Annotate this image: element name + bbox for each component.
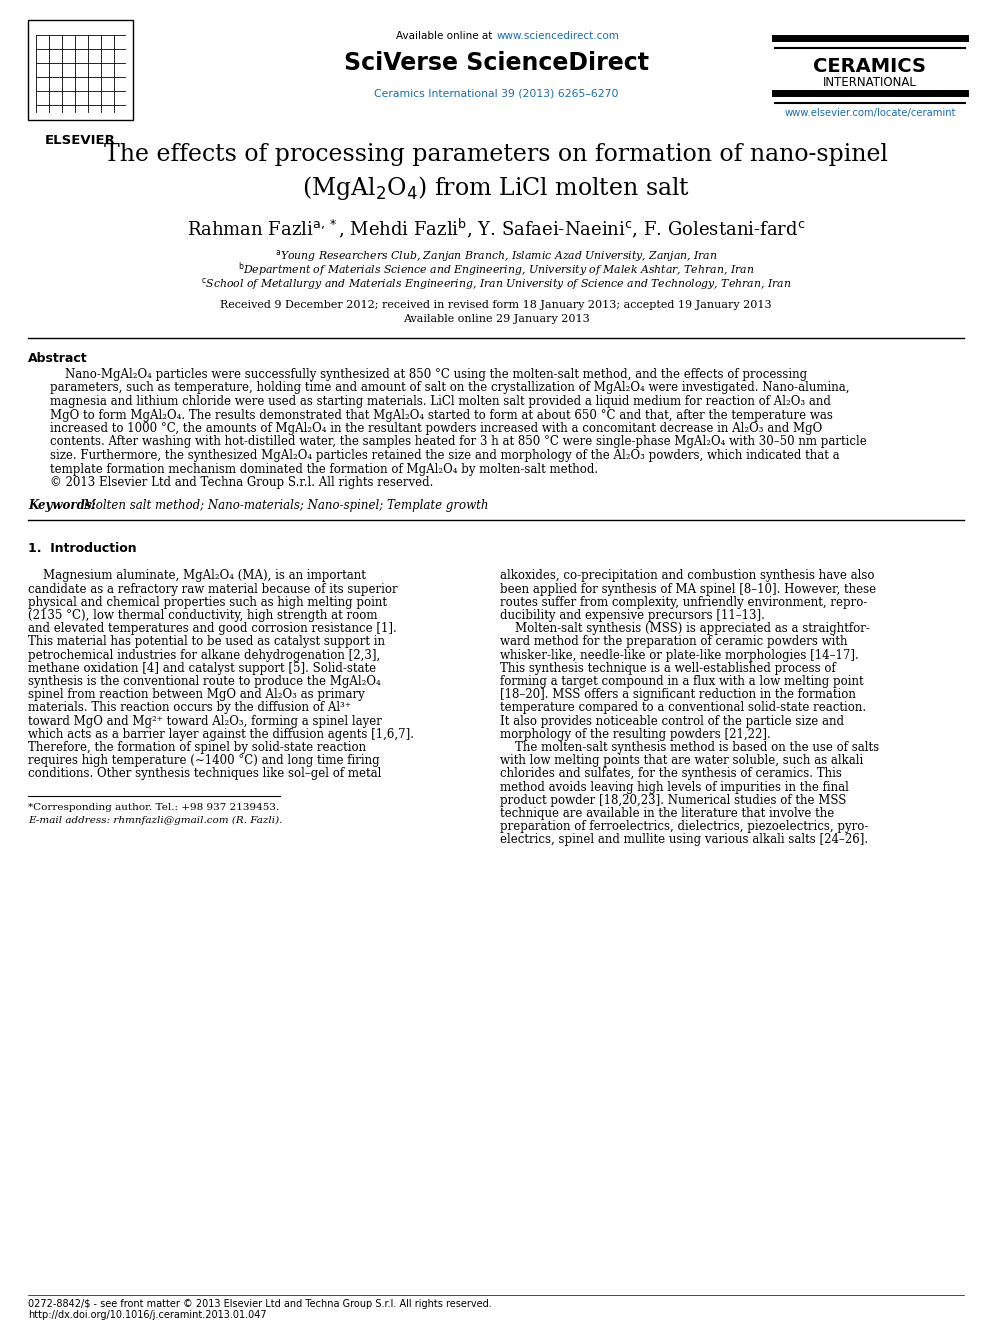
Text: $^{\mathrm{b}}$Department of Materials Science and Engineering, University of Ma: $^{\mathrm{b}}$Department of Materials S… (238, 261, 754, 279)
Text: morphology of the resulting powders [21,22].: morphology of the resulting powders [21,… (500, 728, 771, 741)
Text: electrics, spinel and mullite using various alkali salts [24–26].: electrics, spinel and mullite using vari… (500, 833, 868, 847)
Text: © 2013 Elsevier Ltd and Techna Group S.r.l. All rights reserved.: © 2013 Elsevier Ltd and Techna Group S.r… (50, 476, 434, 490)
Text: synthesis is the conventional route to produce the MgAl₂O₄: synthesis is the conventional route to p… (28, 675, 381, 688)
Text: Received 9 December 2012; received in revised form 18 January 2013; accepted 19 : Received 9 December 2012; received in re… (220, 300, 772, 310)
Text: toward MgO and Mg²⁺ toward Al₂O₃, forming a spinel layer: toward MgO and Mg²⁺ toward Al₂O₃, formin… (28, 714, 382, 728)
Text: It also provides noticeable control of the particle size and: It also provides noticeable control of t… (500, 714, 844, 728)
Text: http://dx.doi.org/10.1016/j.ceramint.2013.01.047: http://dx.doi.org/10.1016/j.ceramint.201… (28, 1310, 267, 1320)
Text: whisker-like, needle-like or plate-like morphologies [14–17].: whisker-like, needle-like or plate-like … (500, 648, 859, 662)
Text: alkoxides, co-precipitation and combustion synthesis have also: alkoxides, co-precipitation and combusti… (500, 569, 875, 582)
Text: Molten-salt synthesis (MSS) is appreciated as a straightfor-: Molten-salt synthesis (MSS) is appreciat… (500, 622, 870, 635)
Text: product powder [18,20,23]. Numerical studies of the MSS: product powder [18,20,23]. Numerical stu… (500, 794, 846, 807)
Text: been applied for synthesis of MA spinel [8–10]. However, these: been applied for synthesis of MA spinel … (500, 582, 876, 595)
Text: The effects of processing parameters on formation of nano-spinel: The effects of processing parameters on … (104, 143, 888, 167)
Text: contents. After washing with hot-distilled water, the samples heated for 3 h at : contents. After washing with hot-distill… (50, 435, 867, 448)
Text: *Corresponding author. Tel.: +98 937 2139453.: *Corresponding author. Tel.: +98 937 213… (28, 803, 280, 812)
Text: with low melting points that are water soluble, such as alkali: with low melting points that are water s… (500, 754, 863, 767)
Text: methane oxidation [4] and catalyst support [5]. Solid-state: methane oxidation [4] and catalyst suppo… (28, 662, 376, 675)
Text: preparation of ferroelectrics, dielectrics, piezoelectrics, pyro-: preparation of ferroelectrics, dielectri… (500, 820, 868, 833)
Text: 1.  Introduction: 1. Introduction (28, 541, 137, 554)
Text: physical and chemical properties such as high melting point: physical and chemical properties such as… (28, 595, 387, 609)
Text: ward method for the preparation of ceramic powders with: ward method for the preparation of ceram… (500, 635, 847, 648)
Text: This material has potential to be used as catalyst support in: This material has potential to be used a… (28, 635, 385, 648)
Text: method avoids leaving high levels of impurities in the final: method avoids leaving high levels of imp… (500, 781, 849, 794)
Text: and elevated temperatures and good corrosion resistance [1].: and elevated temperatures and good corro… (28, 622, 397, 635)
Text: 0272-8842/$ - see front matter © 2013 Elsevier Ltd and Techna Group S.r.l. All r: 0272-8842/$ - see front matter © 2013 El… (28, 1299, 492, 1308)
Text: ELSEVIER: ELSEVIER (45, 134, 116, 147)
Text: Available online 29 January 2013: Available online 29 January 2013 (403, 314, 589, 324)
Text: routes suffer from complexity, unfriendly environment, repro-: routes suffer from complexity, unfriendl… (500, 595, 867, 609)
Text: $^{\mathrm{a}}$Young Researchers Club, Zanjan Branch, Islamic Azad University, Z: $^{\mathrm{a}}$Young Researchers Club, Z… (275, 247, 717, 265)
Text: CERAMICS: CERAMICS (813, 57, 927, 77)
Text: INTERNATIONAL: INTERNATIONAL (823, 75, 917, 89)
Text: petrochemical industries for alkane dehydrogenation [2,3],: petrochemical industries for alkane dehy… (28, 648, 380, 662)
Text: materials. This reaction occurs by the diffusion of Al³⁺: materials. This reaction occurs by the d… (28, 701, 351, 714)
Text: ducibility and expensive precursors [11–13].: ducibility and expensive precursors [11–… (500, 609, 765, 622)
Text: magnesia and lithium chloride were used as starting materials. LiCl molten salt : magnesia and lithium chloride were used … (50, 396, 831, 407)
Text: This synthesis technique is a well-established process of: This synthesis technique is a well-estab… (500, 662, 835, 675)
Text: spinel from reaction between MgO and Al₂O₃ as primary: spinel from reaction between MgO and Al₂… (28, 688, 365, 701)
Text: chlorides and sulfates, for the synthesis of ceramics. This: chlorides and sulfates, for the synthesi… (500, 767, 842, 781)
Text: Nano-MgAl₂O₄ particles were successfully synthesized at 850 °C using the molten-: Nano-MgAl₂O₄ particles were successfully… (50, 368, 807, 381)
Text: $^{\mathrm{c}}$School of Metallurgy and Materials Engineering, Iran University o: $^{\mathrm{c}}$School of Metallurgy and … (200, 277, 792, 292)
Text: Therefore, the formation of spinel by solid-state reaction: Therefore, the formation of spinel by so… (28, 741, 366, 754)
Text: Available online at: Available online at (397, 30, 496, 41)
Text: template formation mechanism dominated the formation of MgAl₂O₄ by molten-salt m: template formation mechanism dominated t… (50, 463, 598, 475)
Text: Molten salt method; Nano-materials; Nano-spinel; Template growth: Molten salt method; Nano-materials; Nano… (80, 500, 488, 512)
Text: www.elsevier.com/locate/ceramint: www.elsevier.com/locate/ceramint (785, 108, 955, 118)
Text: increased to 1000 °C, the amounts of MgAl₂O₄ in the resultant powders increased : increased to 1000 °C, the amounts of MgA… (50, 422, 822, 435)
Text: Rahman Fazli$^{\mathrm{a,*}}$, Mehdi Fazli$^{\mathrm{b}}$, Y. Safaei-Naeini$^{\m: Rahman Fazli$^{\mathrm{a,*}}$, Mehdi Faz… (186, 216, 806, 239)
Text: conditions. Other synthesis techniques like sol–gel of metal: conditions. Other synthesis techniques l… (28, 767, 381, 781)
Bar (28, 20, 133, 120)
Text: E-mail address: rhmnfazli@gmail.com (R. Fazli).: E-mail address: rhmnfazli@gmail.com (R. … (28, 816, 283, 824)
Text: The molten-salt synthesis method is based on the use of salts: The molten-salt synthesis method is base… (500, 741, 879, 754)
Text: (MgAl$_2$O$_4$) from LiCl molten salt: (MgAl$_2$O$_4$) from LiCl molten salt (302, 175, 690, 202)
Text: forming a target compound in a flux with a low melting point: forming a target compound in a flux with… (500, 675, 864, 688)
Text: parameters, such as temperature, holding time and amount of salt on the crystall: parameters, such as temperature, holding… (50, 381, 849, 394)
Text: which acts as a barrier layer against the diffusion agents [1,6,7].: which acts as a barrier layer against th… (28, 728, 414, 741)
Text: Abstract: Abstract (28, 352, 87, 365)
Text: www.sciencedirect.com: www.sciencedirect.com (497, 30, 620, 41)
Text: (2135 °C), low thermal conductivity, high strength at room: (2135 °C), low thermal conductivity, hig… (28, 609, 378, 622)
Text: Ceramics International 39 (2013) 6265–6270: Ceramics International 39 (2013) 6265–62… (374, 89, 618, 99)
Text: [18–20]. MSS offers a significant reduction in the formation: [18–20]. MSS offers a significant reduct… (500, 688, 856, 701)
Text: Magnesium aluminate, MgAl₂O₄ (MA), is an important: Magnesium aluminate, MgAl₂O₄ (MA), is an… (28, 569, 366, 582)
Text: Keywords:: Keywords: (28, 500, 96, 512)
Text: SciVerse ScienceDirect: SciVerse ScienceDirect (343, 52, 649, 75)
Text: requires high temperature (∼1400 °C) and long time firing: requires high temperature (∼1400 °C) and… (28, 754, 380, 767)
Text: candidate as a refractory raw material because of its superior: candidate as a refractory raw material b… (28, 582, 398, 595)
Text: size. Furthermore, the synthesized MgAl₂O₄ particles retained the size and morph: size. Furthermore, the synthesized MgAl₂… (50, 448, 839, 462)
Text: technique are available in the literature that involve the: technique are available in the literatur… (500, 807, 834, 820)
Text: temperature compared to a conventional solid-state reaction.: temperature compared to a conventional s… (500, 701, 866, 714)
Text: MgO to form MgAl₂O₄. The results demonstrated that MgAl₂O₄ started to form at ab: MgO to form MgAl₂O₄. The results demonst… (50, 409, 833, 422)
